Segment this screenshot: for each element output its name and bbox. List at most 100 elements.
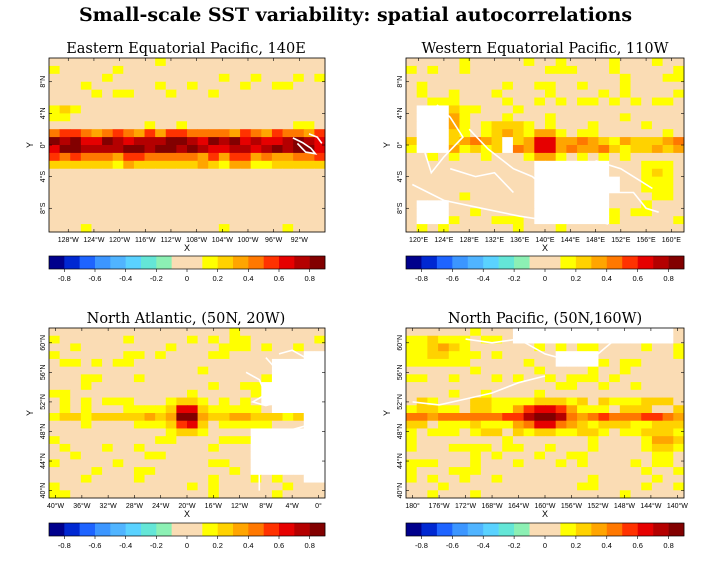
heatmap-cell	[155, 335, 167, 344]
heatmap-cell	[609, 65, 621, 75]
heatmap-cell	[491, 145, 503, 154]
heatmap-cell	[587, 405, 599, 414]
heatmap-cell	[545, 490, 557, 499]
heatmap-cell	[641, 216, 653, 225]
heatmap-cell	[416, 81, 428, 91]
heatmap-cell	[261, 443, 273, 453]
heatmap-cell	[250, 89, 262, 98]
heatmap-cell	[155, 397, 167, 406]
heatmap-cell	[502, 358, 514, 368]
heatmap-cell	[598, 374, 610, 383]
heatmap-cell	[406, 58, 418, 67]
heatmap-cell	[491, 216, 503, 225]
heatmap-cell	[577, 73, 589, 83]
heatmap-cell	[545, 58, 557, 67]
heatmap-cell	[598, 176, 610, 185]
heatmap-cell	[133, 160, 145, 170]
heatmap-cell	[609, 428, 621, 437]
heatmap-cell	[470, 224, 482, 233]
heatmap-cell	[641, 358, 653, 368]
heatmap-cell	[314, 73, 326, 83]
heatmap-cell	[502, 129, 514, 138]
heatmap-cell	[271, 459, 283, 468]
x-tick-label: 140°W	[667, 502, 688, 510]
heatmap-cell	[271, 208, 283, 217]
heatmap-cell	[314, 490, 326, 499]
heatmap-cell	[545, 192, 557, 201]
heatmap-cell	[555, 366, 567, 375]
heatmap-cell	[218, 121, 230, 130]
heatmap-cell	[587, 89, 599, 98]
heatmap-cell	[187, 374, 199, 383]
heatmap-cell	[70, 459, 82, 468]
heatmap-cell	[187, 145, 199, 154]
heatmap-cell	[197, 113, 209, 122]
colorbar-swatch	[560, 256, 577, 269]
heatmap-cell	[240, 343, 252, 352]
heatmap-cell	[438, 129, 450, 138]
heatmap-cell	[416, 65, 428, 75]
heatmap-cell	[406, 436, 418, 445]
heatmap-cell	[59, 482, 71, 491]
heatmap-cell	[80, 451, 92, 460]
heatmap-cell	[123, 89, 135, 98]
heatmap-cell	[59, 81, 71, 91]
heatmap-cell	[271, 224, 283, 233]
heatmap-cell	[102, 459, 114, 468]
heatmap-cell	[91, 200, 103, 209]
heatmap-cell	[416, 405, 428, 414]
heatmap-cell	[523, 467, 535, 476]
heatmap-cell	[448, 145, 460, 154]
heatmap-cell	[208, 382, 220, 391]
heatmap-cell	[406, 216, 418, 225]
heatmap-cell	[208, 58, 220, 67]
heatmap-cell	[261, 216, 273, 225]
heatmap-cell	[176, 65, 188, 75]
heatmap-cell	[187, 89, 199, 98]
heatmap-cell	[555, 200, 567, 209]
heatmap-cell	[197, 389, 209, 398]
heatmap-cell	[448, 137, 460, 146]
heatmap-cell	[619, 105, 631, 114]
heatmap-cell	[534, 160, 546, 170]
x-tick-label: 100°W	[237, 236, 258, 244]
colorbar-swatch	[514, 523, 530, 536]
panel-title: North Pacific, (50N,160W)	[448, 311, 642, 327]
heatmap-cell	[630, 374, 642, 383]
heatmap-cell	[609, 168, 621, 178]
heatmap-cell	[282, 65, 294, 75]
heatmap-cell	[49, 443, 61, 453]
heatmap-cell	[630, 405, 642, 414]
heatmap-cell	[133, 81, 145, 91]
heatmap-cell	[165, 65, 177, 75]
heatmap-cell	[261, 121, 273, 130]
heatmap-cell	[250, 459, 262, 468]
heatmap-cell	[491, 129, 503, 138]
heatmap-cell	[523, 413, 535, 422]
heatmap-cell	[165, 200, 177, 209]
heatmap-cell	[123, 428, 135, 437]
heatmap-cell	[523, 358, 535, 368]
heatmap-cell	[218, 413, 230, 422]
heatmap-cell	[545, 428, 557, 437]
heatmap-cell	[314, 113, 326, 122]
heatmap-cell	[534, 413, 546, 422]
y-axis-label: Y	[25, 142, 35, 148]
colorbar-swatch	[202, 523, 218, 536]
heatmap-cell	[427, 467, 439, 476]
heatmap-cell	[416, 459, 428, 468]
heatmap-cell	[470, 216, 482, 225]
heatmap-cell	[271, 89, 283, 98]
heatmap-cell	[534, 451, 546, 460]
heatmap-cell	[673, 58, 685, 67]
heatmap-cell	[534, 474, 546, 483]
heatmap-cell	[566, 145, 578, 154]
heatmap-cell	[282, 366, 294, 375]
heatmap-cell	[218, 81, 230, 91]
colorbar-swatch	[217, 523, 234, 536]
heatmap-cell	[250, 328, 262, 337]
heatmap-cell	[662, 208, 674, 217]
heatmap-cell	[406, 105, 418, 114]
heatmap-cell	[80, 97, 92, 106]
heatmap-cell	[59, 343, 71, 352]
